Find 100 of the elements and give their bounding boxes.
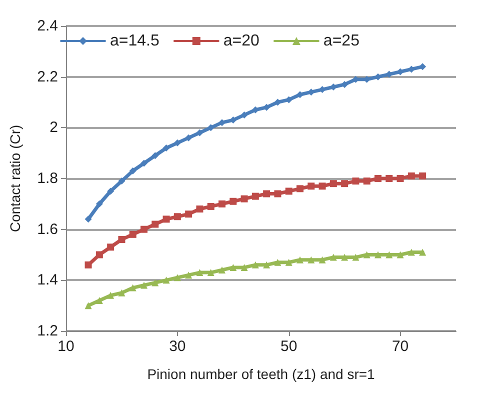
point	[218, 200, 226, 208]
point	[285, 258, 292, 266]
point	[107, 188, 114, 195]
point	[140, 282, 148, 289]
y-tick-label: 1.2	[37, 322, 58, 340]
point	[341, 180, 348, 188]
point	[419, 248, 426, 256]
y-tick-label: 2	[50, 119, 58, 136]
point	[207, 269, 214, 276]
point	[240, 264, 248, 271]
point	[263, 261, 270, 268]
point	[152, 279, 159, 286]
point	[152, 220, 159, 228]
point	[363, 178, 370, 185]
point	[129, 167, 136, 174]
point	[285, 188, 292, 195]
point	[218, 266, 226, 274]
legend-label: a=20	[223, 32, 260, 50]
point	[162, 144, 170, 152]
point	[296, 256, 304, 264]
point	[274, 190, 282, 198]
point	[341, 80, 348, 88]
point	[396, 175, 404, 182]
point	[185, 134, 192, 142]
point	[196, 269, 204, 276]
point	[240, 195, 248, 202]
x-tick-label: 10	[58, 338, 74, 355]
point	[230, 264, 237, 271]
point	[419, 63, 426, 70]
point	[118, 178, 126, 185]
y-tick-label: 1.6	[37, 220, 58, 238]
point	[296, 91, 304, 98]
y-axis-title: Contact ratio (Cr)	[7, 124, 23, 232]
point	[185, 272, 192, 279]
legend-label: a=14.5	[110, 32, 160, 50]
point	[296, 185, 304, 192]
point	[252, 106, 259, 114]
point	[84, 302, 92, 310]
x-tick-label: 30	[169, 338, 186, 355]
x-tick-label: 50	[280, 338, 298, 355]
point	[162, 276, 170, 284]
point	[318, 86, 326, 94]
point	[230, 198, 237, 205]
point	[386, 175, 393, 182]
point	[96, 297, 103, 304]
y-tick-label: 1.8	[37, 170, 58, 187]
point	[107, 244, 114, 251]
x-axis-title: Pinion number of teeth (z1) and sr=1	[147, 366, 376, 382]
point	[341, 254, 348, 261]
point	[174, 274, 181, 282]
point	[162, 216, 170, 223]
point	[374, 251, 382, 258]
point	[263, 104, 270, 111]
point	[419, 172, 426, 180]
point	[118, 289, 126, 296]
point	[308, 182, 315, 190]
legend-label: a=25	[323, 32, 360, 50]
point	[84, 216, 92, 223]
point	[107, 292, 114, 299]
point	[129, 230, 136, 238]
point	[230, 116, 237, 124]
point	[318, 182, 326, 190]
point	[374, 175, 382, 182]
point	[363, 251, 370, 258]
point	[330, 254, 337, 261]
point	[318, 256, 326, 264]
point	[196, 129, 204, 136]
point	[252, 192, 259, 200]
point	[308, 256, 315, 264]
y-tick-label: 1.4	[37, 272, 58, 289]
point	[274, 258, 282, 266]
point	[207, 202, 214, 210]
line-series	[84, 248, 426, 310]
point	[84, 261, 92, 268]
point	[185, 210, 192, 218]
point	[96, 200, 103, 208]
x-tick-label: 70	[392, 338, 409, 355]
point	[408, 172, 415, 180]
point	[396, 251, 404, 258]
point	[352, 178, 360, 185]
point	[140, 226, 148, 233]
point	[174, 139, 181, 146]
point	[240, 111, 248, 118]
point	[196, 206, 204, 212]
point	[174, 213, 181, 220]
y-tick-label: 2.2	[37, 68, 58, 86]
point	[252, 261, 259, 268]
point	[374, 73, 382, 80]
point	[118, 236, 126, 243]
point	[330, 180, 337, 188]
point	[207, 124, 214, 132]
point	[408, 248, 415, 256]
point	[386, 251, 393, 258]
point	[263, 190, 270, 198]
point	[129, 284, 136, 292]
point	[96, 251, 103, 258]
point	[152, 152, 159, 160]
point	[352, 254, 360, 261]
point	[140, 160, 148, 167]
y-tick-label: 2.4	[37, 18, 58, 34]
